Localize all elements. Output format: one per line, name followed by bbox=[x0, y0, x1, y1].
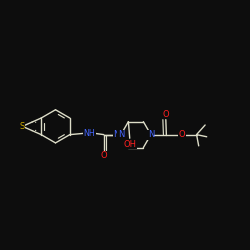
Text: NH: NH bbox=[84, 129, 95, 138]
Text: O: O bbox=[162, 110, 169, 119]
Text: N: N bbox=[114, 130, 120, 139]
Text: O: O bbox=[178, 130, 185, 139]
Text: OH: OH bbox=[124, 140, 137, 148]
Text: N: N bbox=[148, 130, 154, 139]
Text: O: O bbox=[100, 151, 107, 160]
Text: S: S bbox=[20, 122, 25, 131]
Text: N: N bbox=[118, 130, 124, 139]
